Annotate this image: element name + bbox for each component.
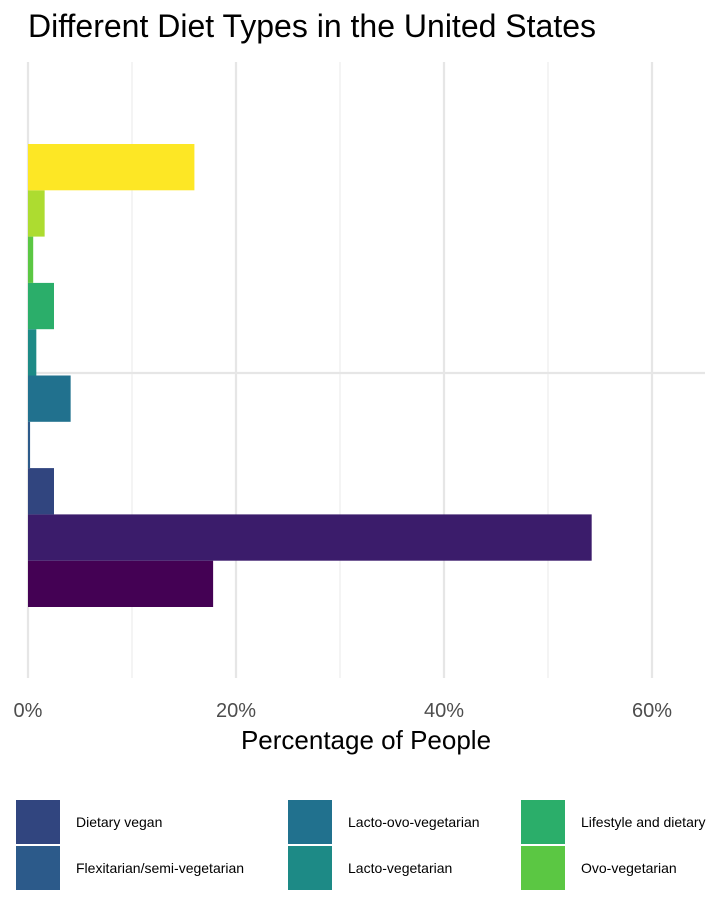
legend-label: Lacto-ovo-vegetarian: [348, 814, 480, 830]
legend-label: Flexitarian/semi-vegetarian: [76, 860, 245, 876]
legend-label: Lacto-vegetarian: [348, 860, 453, 876]
chart-title: Different Diet Types in the United State…: [28, 8, 597, 44]
legend-item: Ovo-vegetarian: [521, 846, 677, 890]
bar-3: [28, 468, 54, 515]
bars: [28, 144, 592, 607]
legend-item: Dietary vegan: [16, 800, 162, 844]
x-axis-title: Percentage of People: [241, 725, 491, 755]
x-tick-label: 60%: [632, 700, 672, 722]
bar-10: [28, 144, 195, 191]
legend-label: Dietary vegan: [76, 814, 163, 830]
bar-6: [28, 329, 37, 376]
x-tick-label: 40%: [424, 700, 464, 722]
bar-9: [28, 190, 45, 237]
legend-swatch: [288, 846, 332, 890]
legend-swatch: [288, 800, 332, 844]
legend-label: Lifestyle and dietary: [581, 814, 706, 830]
legend: Dietary vegan Flexitarian/semi-vegetarian…: [0, 800, 720, 900]
legend-swatch: [16, 800, 60, 844]
bar-5: [28, 375, 71, 422]
legend-swatch: [521, 846, 565, 890]
bar-2: [28, 514, 592, 561]
legend-swatch: [16, 846, 60, 890]
bar-7: [28, 282, 54, 330]
legend-item: Lacto-vegetarian: [288, 846, 452, 890]
legend-swatch: [521, 800, 565, 844]
legend-item: Lacto-ovo-vegetarian: [288, 800, 480, 844]
bar-chart: 0% 20% 40% 60% Percentage of People: [14, 62, 705, 755]
legend-item: Lifestyle and dietary: [521, 800, 706, 844]
bar-1: [28, 560, 214, 607]
bar-8: [28, 236, 34, 283]
bar-4: [28, 421, 31, 469]
legend-item: Flexitarian/semi-vegetarian: [16, 846, 244, 890]
x-axis-ticks: 0% 20% 40% 60%: [14, 700, 673, 722]
x-tick-label: 20%: [216, 700, 256, 722]
legend-label: Ovo-vegetarian: [581, 860, 677, 876]
x-tick-label: 0%: [14, 700, 43, 722]
